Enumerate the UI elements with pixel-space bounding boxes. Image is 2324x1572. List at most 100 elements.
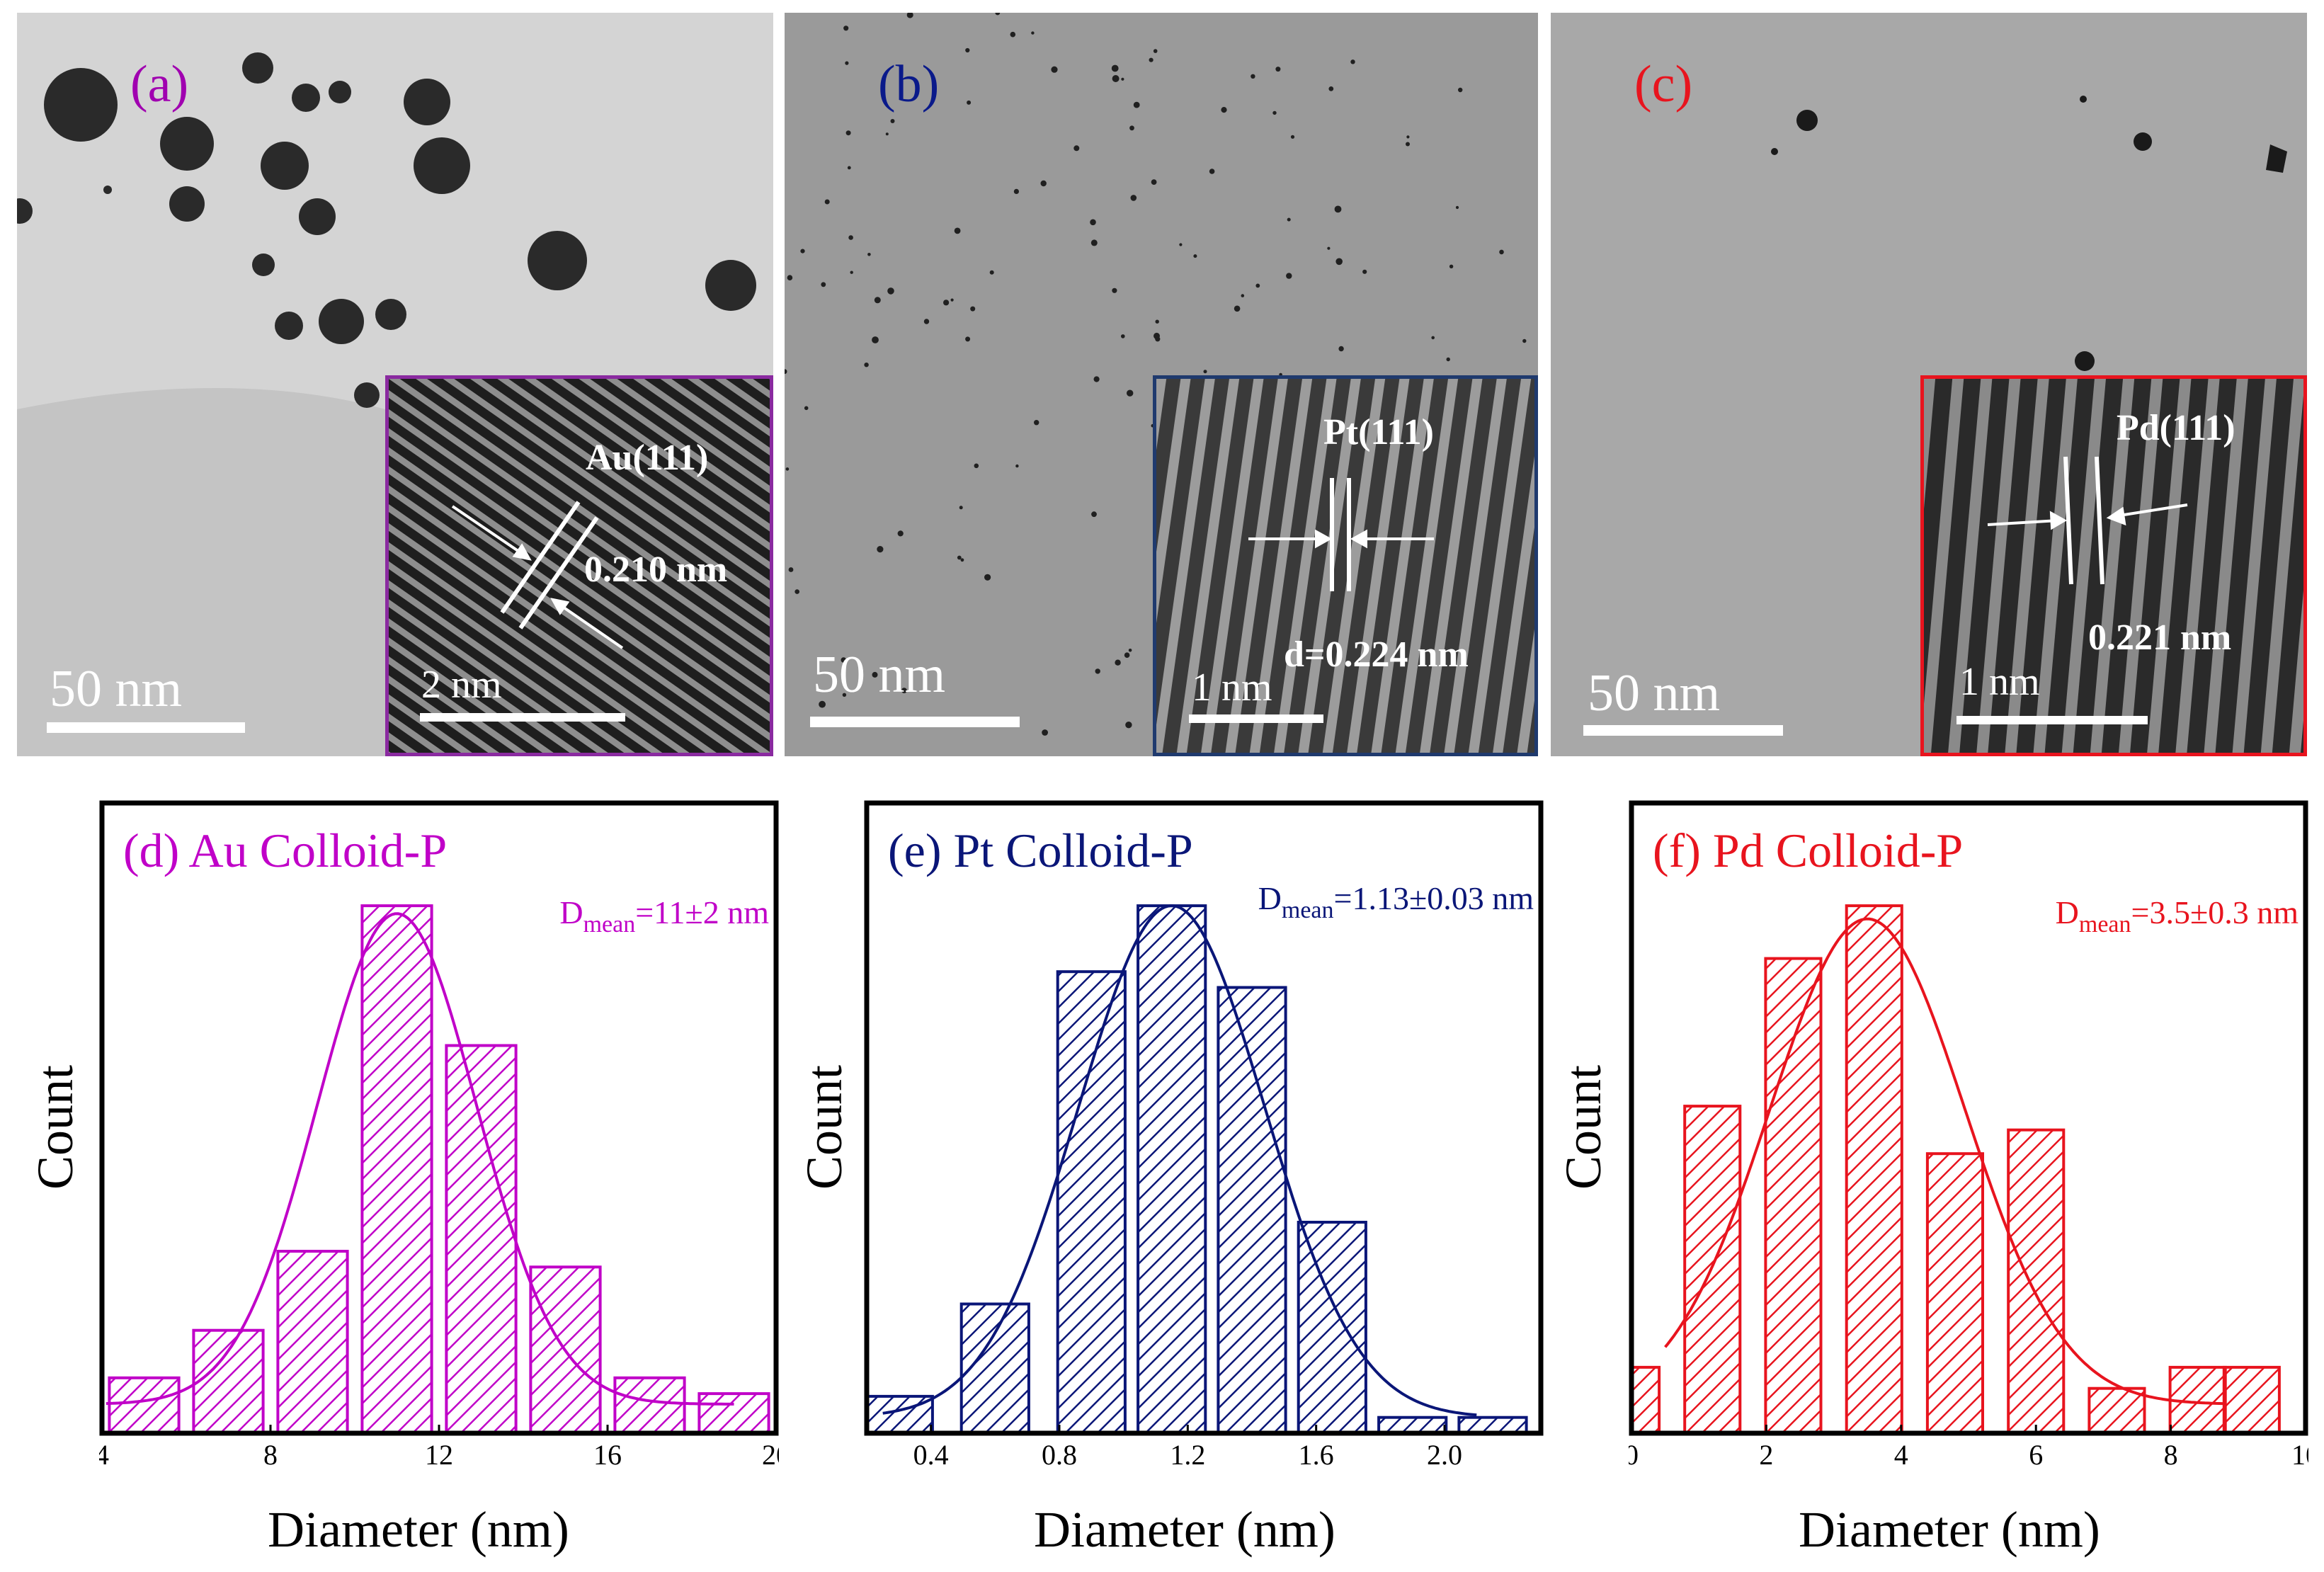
nanoparticle-dot bbox=[1458, 87, 1463, 93]
chart-title: (e) Pt Colloid-P bbox=[888, 824, 1193, 877]
nanoparticle-dot bbox=[1406, 142, 1410, 147]
x-tick-label: 8 bbox=[2164, 1439, 2178, 1466]
nanoparticle-dot bbox=[1234, 305, 1241, 312]
nanoparticle-dot bbox=[864, 363, 869, 368]
histogram-bar bbox=[2222, 1365, 2281, 1433]
nanoparticle-dot bbox=[995, 13, 1001, 16]
scalebar-c bbox=[1583, 725, 1783, 736]
x-tick-label: 2.0 bbox=[1427, 1439, 1462, 1466]
nanoparticle-dot bbox=[1275, 67, 1281, 72]
nanoparticle-dot bbox=[1130, 195, 1137, 201]
inset-scalebar-label-pd: 1 nm bbox=[1959, 660, 2040, 704]
x-tick-label: 1.2 bbox=[1170, 1439, 1205, 1466]
nanoparticle-dot bbox=[1179, 243, 1183, 246]
nanoparticle-dot bbox=[824, 199, 830, 205]
nanoparticle-dot bbox=[800, 249, 805, 254]
nanoparticle-dot bbox=[1133, 101, 1140, 108]
histogram-bar bbox=[276, 1250, 349, 1433]
hrtem-inset-pd: Pd(111) 0.221 nm 1 nm bbox=[1920, 375, 2307, 756]
histogram-bar bbox=[360, 904, 433, 1433]
nanoparticle-dot bbox=[1522, 338, 1527, 343]
xlabel-pt: Diameter (nm) bbox=[1034, 1501, 1335, 1558]
nanoparticle-dot bbox=[1155, 336, 1161, 342]
inset-plane-pd: Pd(111) bbox=[2117, 408, 2235, 448]
inset-plane-pt: Pt(111) bbox=[1323, 412, 1434, 452]
nanoparticle-dot bbox=[1431, 336, 1435, 340]
nanoparticle-dot bbox=[887, 287, 894, 295]
histogram-bar bbox=[1457, 1416, 1528, 1433]
nanoparticle-dot bbox=[1034, 420, 1039, 426]
nanoparticle-dot bbox=[1112, 75, 1120, 82]
nanoparticle-dot bbox=[1449, 264, 1454, 268]
nanoparticle-dot bbox=[1090, 219, 1096, 226]
gaussian-fit-curve bbox=[106, 912, 734, 1406]
nanoparticle-dot bbox=[1155, 319, 1159, 324]
nanoparticle-dot bbox=[1334, 205, 1342, 213]
nanoparticle-dot bbox=[1124, 652, 1130, 658]
nanoparticle-dot bbox=[1013, 188, 1019, 194]
nanoparticle-dot bbox=[901, 688, 907, 693]
ylabel-pt: Count bbox=[796, 1064, 853, 1190]
lattice-fringes-au bbox=[389, 379, 770, 753]
inset-spacing-au: 0.210 nm bbox=[584, 549, 728, 590]
nanoparticle-dot bbox=[842, 693, 847, 697]
nanoparticle-dot bbox=[841, 657, 847, 663]
nanoparticle-dot bbox=[950, 298, 954, 302]
nanoparticle-dot bbox=[1287, 217, 1291, 222]
ylabel-pd: Count bbox=[1555, 1064, 1612, 1190]
nanoparticle-dot bbox=[1149, 57, 1154, 62]
scalebar-b bbox=[810, 717, 1020, 727]
x-tick-label: 0 bbox=[1629, 1439, 1639, 1466]
nanoparticle-dot bbox=[1151, 179, 1157, 185]
inset-spacing-pd: 0.221 nm bbox=[2088, 617, 2232, 658]
gaussian-fit-curve bbox=[1664, 917, 2225, 1406]
panel-label-a: (a) bbox=[130, 55, 189, 113]
nanoparticle-dot bbox=[897, 530, 904, 537]
nanoparticle-dot bbox=[1499, 249, 1504, 255]
histogram-bar bbox=[192, 1328, 265, 1433]
nanoparticle-dot bbox=[804, 406, 809, 411]
nanoparticle-dot bbox=[960, 558, 964, 562]
plot-frame bbox=[1629, 800, 2308, 1436]
histogram-bar bbox=[1925, 1152, 1984, 1433]
nanoparticle-dot bbox=[1286, 273, 1292, 279]
nanoparticle-dot bbox=[1193, 254, 1197, 258]
lattice-fringes-pd bbox=[1924, 379, 2303, 753]
histogram-bar bbox=[108, 1376, 181, 1433]
nanoparticle-dot bbox=[1327, 246, 1331, 250]
tem-image-au: (a) 50 nm Au(111) 0.210 nm 2 nm bbox=[17, 13, 773, 756]
x-tick-label: 4 bbox=[1894, 1439, 1908, 1466]
nanoparticle-dot bbox=[1127, 389, 1134, 397]
nanoparticle-dot bbox=[1221, 107, 1227, 113]
hrtem-inset-pt: Pt(111) d=0.224 nm 1 nm bbox=[1153, 375, 1538, 756]
nanoparticle-dot bbox=[1091, 511, 1097, 518]
histogram-bar bbox=[1764, 957, 1823, 1433]
scalebar-label-a: 50 nm bbox=[50, 660, 183, 718]
nanoparticle-dot bbox=[923, 319, 930, 324]
mean-diameter-annotation: Dmean=1.13±0.03 nm bbox=[1258, 880, 1534, 923]
nanoparticle-dot bbox=[1115, 659, 1121, 666]
nanoparticle-dot bbox=[954, 227, 961, 234]
lattice-fringes-pt bbox=[1156, 379, 1534, 753]
histogram-pt: 0.4 0.8 1.2 1.6 2.0 (e) Pt Colloid-P Dmean=1.1… bbox=[864, 800, 1544, 1466]
inset-scalebar-label-au: 2 nm bbox=[421, 663, 502, 707]
histogram-bar bbox=[613, 1376, 686, 1433]
nanoparticle-dot bbox=[787, 275, 793, 281]
nanoparticle-dot bbox=[845, 130, 851, 136]
nanoparticle-dot bbox=[1241, 294, 1245, 297]
nanoparticle-dot bbox=[872, 671, 878, 678]
nanoparticle-dot bbox=[1338, 346, 1344, 352]
nanoparticle-dot bbox=[874, 297, 881, 304]
xlabel-pd: Diameter (nm) bbox=[1799, 1501, 2100, 1558]
chart-title: (f) Pd Colloid-P bbox=[1653, 824, 1963, 877]
inset-spacing-pt: d=0.224 nm bbox=[1284, 634, 1469, 675]
nanoparticle-dot bbox=[785, 369, 787, 375]
histogram-bar bbox=[959, 1302, 1030, 1433]
scalebar-label-b: 50 nm bbox=[813, 646, 946, 704]
nanoparticle-dot bbox=[1051, 66, 1058, 73]
nanoparticle-dot bbox=[1095, 668, 1100, 674]
nanoparticle-dot bbox=[1255, 283, 1260, 288]
hrtem-inset-au: Au(111) 0.210 nm 2 nm bbox=[385, 375, 773, 756]
nanoparticle-dot bbox=[848, 235, 853, 240]
nanoparticle-dot bbox=[890, 119, 895, 123]
